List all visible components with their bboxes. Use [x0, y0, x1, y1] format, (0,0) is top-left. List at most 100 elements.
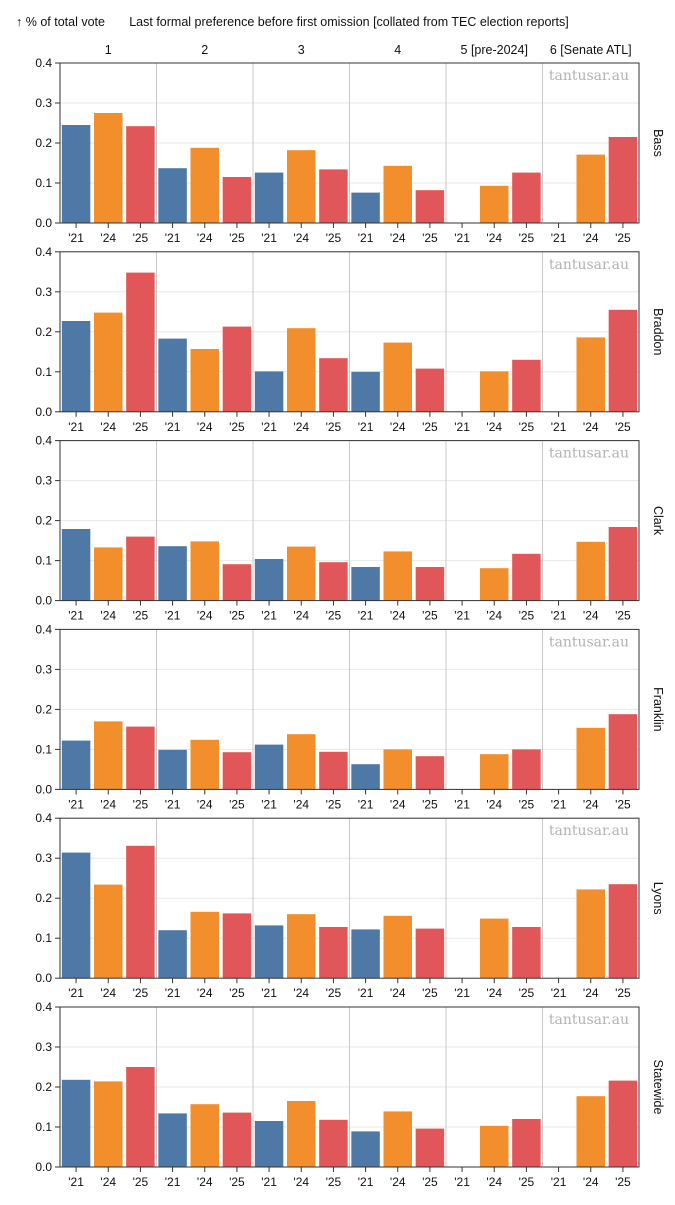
column-header: 5 [pre-2024]: [461, 43, 528, 57]
bar: [383, 749, 412, 790]
x-tick-label: '24: [100, 420, 116, 434]
x-tick-label: '21: [358, 1175, 374, 1189]
x-tick-label: '25: [326, 797, 342, 811]
bar: [94, 547, 123, 601]
bar: [158, 546, 187, 601]
y-tick-label: 0.2: [35, 325, 52, 339]
bar: [319, 169, 348, 223]
bar: [158, 338, 187, 412]
bar: [222, 177, 252, 223]
bar: [512, 749, 541, 790]
x-tick-label: '21: [261, 609, 277, 623]
bar: [126, 272, 155, 412]
x-tick-label: '25: [133, 609, 149, 623]
y-tick-label: 0.0: [35, 971, 52, 985]
x-tick-label: '24: [293, 986, 309, 1000]
y-tick-label: 0.0: [35, 594, 52, 608]
x-tick-label: '24: [100, 231, 116, 245]
bar: [576, 541, 605, 601]
x-tick-label: '24: [197, 231, 213, 245]
bar: [351, 764, 380, 790]
x-tick-label: '25: [229, 231, 245, 245]
panel-statewide: 0.0 0.1 0.2 0.3 0.4 '21 '24 '25 '21 '24 '25 '21 '24 '…: [35, 1000, 665, 1189]
bar: [287, 1101, 316, 1167]
x-tick-label: '21: [261, 986, 277, 1000]
y-tick-label: 0.4: [35, 811, 52, 825]
bar: [383, 165, 412, 223]
row-label: Clark: [651, 506, 665, 536]
bar: [190, 349, 219, 412]
x-tick-label: '25: [229, 1175, 245, 1189]
y-tick-label: 0.4: [35, 245, 52, 259]
bar: [608, 1080, 638, 1167]
column-header: 6 [Senate ATL]: [550, 43, 632, 57]
bar: [61, 740, 91, 790]
x-tick-label: '25: [229, 609, 245, 623]
x-tick-label: '25: [326, 609, 342, 623]
x-tick-label: '24: [583, 420, 599, 434]
watermark: tantusar.au: [549, 446, 629, 462]
bar: [254, 172, 284, 223]
bar: [222, 1112, 252, 1167]
x-tick-label: '21: [261, 1175, 277, 1189]
x-tick-label: '24: [583, 231, 599, 245]
bar: [576, 727, 605, 790]
x-tick-label: '21: [551, 231, 567, 245]
bar: [480, 371, 509, 412]
x-tick-label: '21: [551, 1175, 567, 1189]
x-tick-label: '24: [293, 420, 309, 434]
x-tick-label: '24: [197, 986, 213, 1000]
x-tick-label: '24: [390, 797, 406, 811]
row-label: Bass: [651, 129, 665, 157]
bar: [126, 726, 155, 790]
y-tick-label: 0.0: [35, 405, 52, 419]
y-axis-label: ↑ % of total vote: [16, 15, 105, 29]
bar: [415, 756, 445, 790]
x-tick-label: '24: [583, 609, 599, 623]
x-tick-label: '21: [165, 797, 181, 811]
x-tick-label: '25: [615, 986, 631, 1000]
panel-bass: 0.0 0.1 0.2 0.3 0.4 '21 '24 '25 '21 '24 '25 '21 '24 '…: [35, 56, 665, 245]
x-tick-label: '25: [133, 231, 149, 245]
x-tick-label: '25: [422, 797, 438, 811]
x-tick-label: '21: [358, 986, 374, 1000]
bar: [576, 337, 605, 412]
x-tick-label: '24: [486, 986, 502, 1000]
x-tick-label: '21: [68, 609, 84, 623]
x-tick-label: '25: [133, 797, 149, 811]
x-tick-label: '21: [454, 609, 470, 623]
y-tick-label: 0.3: [35, 474, 52, 488]
x-tick-label: '25: [133, 420, 149, 434]
bar: [61, 529, 91, 601]
bar: [190, 541, 219, 601]
x-tick-label: '24: [583, 986, 599, 1000]
y-tick-label: 0.4: [35, 434, 52, 448]
y-tick-label: 0.0: [35, 1160, 52, 1174]
bar: [383, 342, 412, 412]
bar: [351, 371, 380, 412]
y-tick-label: 0.0: [35, 216, 52, 230]
x-tick-label: '25: [615, 231, 631, 245]
y-tick-label: 0.1: [35, 1120, 52, 1134]
x-tick-label: '24: [390, 609, 406, 623]
bar: [94, 113, 123, 223]
bar: [94, 312, 123, 412]
x-tick-label: '25: [519, 231, 535, 245]
row-label: Statewide: [651, 1060, 665, 1115]
y-tick-label: 0.3: [35, 662, 52, 676]
x-tick-label: '21: [165, 420, 181, 434]
x-tick-label: '25: [326, 1175, 342, 1189]
x-tick-label: '21: [261, 420, 277, 434]
bar: [480, 1125, 509, 1167]
bar: [383, 1111, 412, 1167]
y-tick-label: 0.1: [35, 554, 52, 568]
x-tick-label: '25: [422, 609, 438, 623]
column-header: 4: [394, 43, 401, 57]
x-tick-label: '25: [615, 609, 631, 623]
panel-franklin: 0.0 0.1 0.2 0.3 0.4 '21 '24 '25 '21 '24 '25 '21 '24 '…: [35, 622, 665, 811]
row-label: Braddon: [651, 308, 665, 355]
watermark: tantusar.au: [549, 68, 629, 84]
x-tick-label: '21: [454, 986, 470, 1000]
